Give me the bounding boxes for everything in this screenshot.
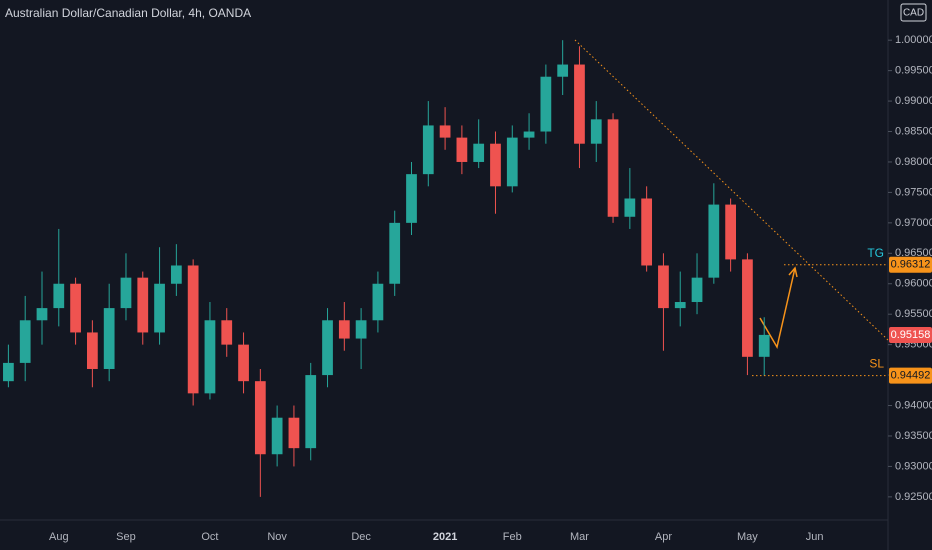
level-price-box	[889, 256, 932, 273]
candle-body	[523, 131, 535, 138]
currency-label: CAD	[903, 8, 924, 19]
level-name: TG	[867, 246, 884, 260]
y-tick-label: 0.97000	[895, 217, 932, 229]
candle-body	[53, 283, 65, 309]
candle-body	[439, 125, 451, 138]
candle-body	[473, 143, 485, 162]
candle-body	[305, 375, 317, 449]
x-tick-label: Apr	[655, 531, 672, 543]
candle-body	[87, 332, 98, 369]
x-tick-label: Nov	[267, 531, 287, 543]
candle-body	[355, 320, 367, 339]
x-tick-label: Oct	[201, 531, 218, 543]
x-tick-label: Sep	[116, 531, 136, 543]
projection-arrowhead	[788, 266, 798, 278]
candle-body	[758, 334, 770, 357]
candle-body	[338, 320, 350, 339]
last-price-label: 0.95158	[891, 329, 931, 341]
candle-body	[506, 137, 518, 187]
candle-body	[557, 64, 569, 77]
candle-body	[674, 302, 686, 309]
projection-path	[759, 267, 796, 350]
x-tick-label: Mar	[570, 531, 589, 543]
y-tick-label: 0.95500	[895, 308, 932, 320]
candle-body	[170, 265, 182, 284]
candle-body	[103, 308, 115, 369]
candle-body	[708, 204, 720, 278]
x-tick-label: 2021	[433, 531, 457, 543]
candle-body	[607, 119, 619, 217]
candle-body	[540, 76, 552, 132]
y-tick-label: 0.96000	[895, 278, 932, 290]
candle-body	[19, 320, 31, 363]
candle-body	[271, 417, 283, 455]
chart-title: Australian Dollar/Canadian Dollar, 4h, O…	[5, 6, 251, 20]
candle-body	[187, 265, 199, 394]
last-price-box	[889, 327, 932, 344]
candle-body	[254, 381, 266, 455]
y-tick-label: 0.97500	[895, 186, 932, 198]
x-tick-label: Dec	[351, 531, 371, 543]
y-tick-label: 0.98500	[895, 125, 932, 137]
x-tick-label: Feb	[503, 531, 522, 543]
level-price-label: 0.96312	[891, 259, 931, 271]
candle-body	[389, 222, 401, 284]
level-price-box	[889, 367, 932, 384]
x-tick-label: Jun	[806, 531, 824, 543]
candle-body	[36, 308, 48, 321]
candle-body	[590, 119, 602, 144]
candle-body	[658, 265, 669, 309]
y-tick-label: 0.93500	[895, 430, 932, 442]
candle-body	[322, 320, 333, 376]
level-name: SL	[869, 357, 884, 371]
candle-body	[137, 277, 149, 333]
x-tick-label: May	[737, 531, 758, 543]
y-tick-label: 0.99000	[895, 95, 932, 107]
candle-body	[406, 174, 417, 223]
currency-badge[interactable]	[900, 3, 927, 22]
candle-body	[154, 283, 165, 333]
candle-body	[691, 277, 703, 303]
candle-body	[221, 320, 233, 345]
candle-body	[574, 64, 585, 144]
y-tick-label: 1.00000	[895, 34, 932, 46]
candle-body	[641, 198, 653, 266]
candle-body	[372, 283, 384, 321]
y-tick-label: 0.99500	[895, 65, 932, 77]
candle-body	[456, 137, 468, 162]
y-tick-label: 0.96500	[895, 247, 932, 259]
candle-body	[288, 417, 300, 449]
candle-body	[624, 198, 636, 217]
candle-body	[238, 344, 249, 382]
candle-body	[490, 143, 501, 187]
candle-body	[120, 277, 132, 309]
candle-body	[3, 362, 14, 382]
y-tick-label: 0.98000	[895, 156, 932, 168]
candle-body	[742, 259, 753, 357]
y-tick-label: 0.94000	[895, 399, 932, 411]
trend-line	[574, 39, 889, 341]
y-tick-label: 0.92500	[895, 491, 932, 503]
level-price-label: 0.94492	[891, 369, 931, 381]
y-tick-label: 0.93000	[895, 460, 932, 472]
candle-body	[422, 125, 434, 175]
x-tick-label: Aug	[49, 531, 69, 543]
candle-body	[70, 283, 81, 333]
candle-body	[204, 320, 216, 394]
candle-body	[725, 204, 736, 260]
